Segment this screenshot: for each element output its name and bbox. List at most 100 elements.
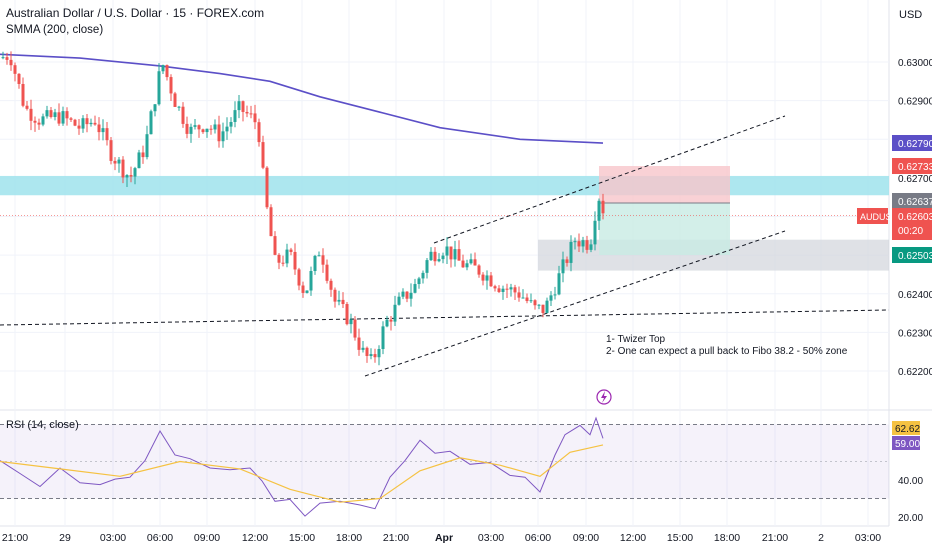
candle-body [77, 125, 81, 129]
candle-body [313, 255, 317, 272]
y-tick-label: 0.63000 [898, 58, 932, 69]
candle-body [349, 319, 353, 325]
annotation-line-2: 2- One can expect a pull back to Fibo 38… [606, 346, 848, 357]
candle-body [509, 287, 513, 290]
annotation-line-1: 1- Twizer Top [606, 334, 666, 345]
x-tick-label: 15:00 [289, 532, 315, 544]
candle-body [245, 111, 249, 114]
candle-body [501, 288, 505, 292]
symbol-label: AUDUSD [860, 212, 899, 222]
candle-body [153, 104, 157, 112]
lightning-glyph [601, 391, 607, 403]
candle-body [181, 106, 185, 124]
candle-body [453, 249, 457, 260]
rsi-value-bg [892, 421, 920, 435]
candle-body [49, 110, 53, 117]
candle-body [369, 354, 373, 356]
candle-body [325, 264, 329, 281]
rsi-ma-line [0, 444, 604, 503]
candle-body [449, 246, 453, 260]
candle-body [93, 122, 97, 125]
x-tick-label: 18:00 [336, 532, 362, 544]
candle-body [293, 251, 297, 270]
symbol-label-bg [857, 208, 888, 224]
price-label-bg [892, 193, 932, 209]
candle-body [161, 65, 165, 72]
candle-body [301, 285, 305, 293]
candle-body [485, 275, 489, 281]
candle-body [69, 118, 73, 120]
candle-body [101, 128, 105, 133]
candle-body [545, 300, 549, 313]
candle-body [85, 118, 89, 125]
candle-body [157, 71, 161, 105]
rsi-ma-label: 59.00 [895, 439, 920, 450]
x-tick-label: 2 [818, 532, 824, 544]
candle-body [297, 269, 301, 286]
candle-body [1, 57, 5, 59]
candle-body [601, 200, 605, 214]
candle-body [193, 125, 197, 127]
x-tick-label: 12:00 [242, 532, 268, 544]
candle-body [445, 246, 449, 256]
y-tick-label: 0.62900 [898, 97, 932, 108]
price-label: 0.62603 [898, 212, 932, 223]
x-tick-label: 21:00 [2, 532, 28, 544]
candle-body [333, 289, 337, 302]
candle-body [525, 297, 529, 302]
candle-body [581, 240, 585, 247]
candle-body [589, 244, 593, 250]
candle-body [385, 319, 389, 327]
candle-body [409, 292, 413, 299]
y-tick-label: 0.62700 [898, 174, 932, 185]
candle-body [569, 241, 573, 263]
x-tick-label: 21:00 [383, 532, 409, 544]
candle-body [541, 304, 545, 313]
candle-body [457, 249, 461, 261]
candle-body [225, 126, 229, 132]
candle-body [45, 110, 49, 117]
x-tick-label: 15:00 [667, 532, 693, 544]
candle-body [41, 116, 45, 125]
candle-body [37, 122, 41, 125]
candle-body [533, 300, 537, 306]
candle-body [365, 347, 369, 356]
candle-body [561, 259, 565, 274]
candle-body [25, 105, 29, 109]
candle-body [421, 272, 425, 279]
candles [1, 51, 605, 366]
candle-body [397, 296, 401, 305]
rsi-title: RSI (14, close) [6, 419, 79, 431]
rsi-tick-label: 40.00 [898, 476, 923, 487]
candle-body [9, 59, 13, 66]
candle-body [373, 354, 377, 358]
candle-body [241, 101, 245, 112]
candle-body [529, 300, 533, 302]
candle-body [345, 304, 349, 325]
candle-body [61, 111, 65, 124]
candle-body [89, 122, 93, 125]
x-tick-label: 18:00 [714, 532, 740, 544]
candle-body [141, 152, 145, 158]
candle-body [577, 241, 581, 247]
event-lightning-icon [596, 389, 612, 405]
candle-body [353, 319, 357, 338]
candle-body [477, 265, 481, 275]
x-tick-label: 03:00 [100, 532, 126, 544]
channel-upper [433, 115, 786, 244]
resistance-zone [0, 175, 889, 196]
candle-body [105, 128, 109, 141]
candle-body [33, 120, 37, 123]
candle-body [565, 259, 569, 263]
candle-body [233, 110, 237, 122]
candle-body [593, 220, 597, 245]
candle-body [261, 142, 265, 168]
x-tick-label: 21:00 [762, 532, 788, 544]
candle-body [289, 249, 293, 252]
candle-body [317, 255, 321, 257]
candle-body [505, 288, 509, 290]
candle-body [137, 152, 141, 169]
candle-body [177, 106, 181, 108]
